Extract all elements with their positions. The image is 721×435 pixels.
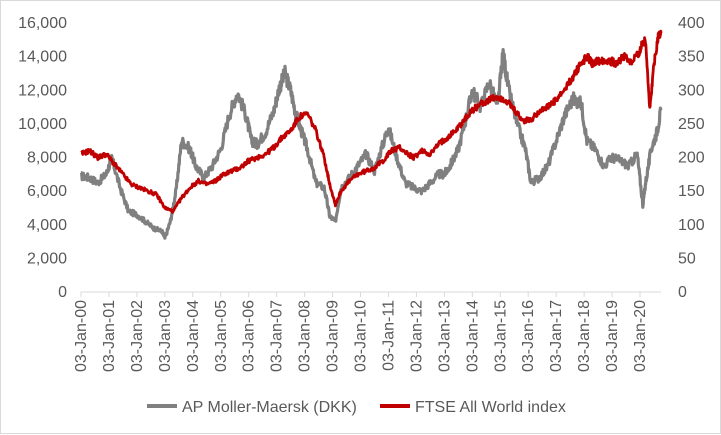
series-layer: [80, 29, 663, 240]
legend-label-maersk: AP Moller-Maersk (DKK): [182, 399, 357, 416]
y-right-tick-label: 200: [678, 150, 705, 167]
x-tick-label: 03-Jan-03: [157, 300, 174, 372]
y-axis-right: 0 50 100 150 200 250 300 350 400: [678, 15, 705, 301]
x-tick-label: 03-Jan-02: [129, 300, 146, 372]
x-tick-label: 03-Jan-15: [492, 300, 509, 372]
x-tick-label: 03-Jan-13: [436, 300, 453, 372]
x-tick-label: 03-Jan-04: [185, 300, 202, 372]
y-left-tick-label: 12,000: [18, 82, 67, 99]
x-tick-label: 03-Jan-19: [604, 300, 621, 372]
x-tick-label: 03-Jan-05: [213, 300, 230, 372]
y-right-tick-label: 400: [678, 15, 705, 32]
x-tick-label: 03-Jan-09: [325, 300, 342, 372]
legend-label-ftse: FTSE All World index: [415, 399, 566, 416]
x-tick-label: 03-Jan-07: [269, 300, 286, 372]
x-tick-label: 03-Jan-14: [464, 300, 481, 372]
y-right-tick-label: 0: [678, 284, 687, 301]
y-left-tick-label: 14,000: [18, 49, 67, 66]
x-axis-tick-marks: [80, 292, 641, 297]
x-tick-label: 03-Jan-08: [297, 300, 314, 372]
y-left-tick-label: 2,000: [27, 250, 67, 267]
x-tick-label: 03-Jan-17: [548, 300, 565, 372]
y-right-tick-label: 250: [678, 116, 705, 133]
y-left-tick-label: 4,000: [27, 217, 67, 234]
legend: AP Moller-Maersk (DKK) FTSE All World in…: [147, 399, 566, 416]
y-right-tick-label: 350: [678, 49, 705, 66]
y-right-tick-label: 100: [678, 217, 705, 234]
x-tick-label: 03-Jan-06: [241, 300, 258, 372]
series-line-ftse: [80, 29, 663, 214]
y-right-tick-label: 150: [678, 183, 705, 200]
y-left-tick-label: 10,000: [18, 116, 67, 133]
x-tick-label: 03-Jan-20: [632, 300, 649, 372]
y-right-tick-label: 300: [678, 82, 705, 99]
y-axis-left: 0 2,000 4,000 6,000 8,000 10,000 12,000 14,000 1…: [18, 15, 67, 301]
y-left-tick-label: 6,000: [27, 183, 67, 200]
x-tick-label: 03-Jan-11: [380, 300, 397, 371]
x-tick-label: 03-Jan-10: [353, 300, 370, 372]
y-left-tick-label: 8,000: [27, 150, 67, 167]
series-line-maersk: [80, 48, 663, 240]
x-tick-label: 03-Jan-01: [101, 300, 118, 372]
x-tick-label: 03-Jan-12: [408, 300, 425, 372]
x-tick-label: 03-Jan-16: [520, 300, 537, 372]
y-left-tick-label: 0: [58, 284, 67, 301]
y-right-tick-label: 50: [678, 250, 696, 267]
y-left-tick-label: 16,000: [18, 15, 67, 32]
x-axis: 03-Jan-00 03-Jan-01 03-Jan-02 03-Jan-03 03-J…: [73, 300, 649, 372]
x-tick-label: 03-Jan-18: [576, 300, 593, 372]
x-tick-label: 03-Jan-00: [73, 300, 90, 372]
